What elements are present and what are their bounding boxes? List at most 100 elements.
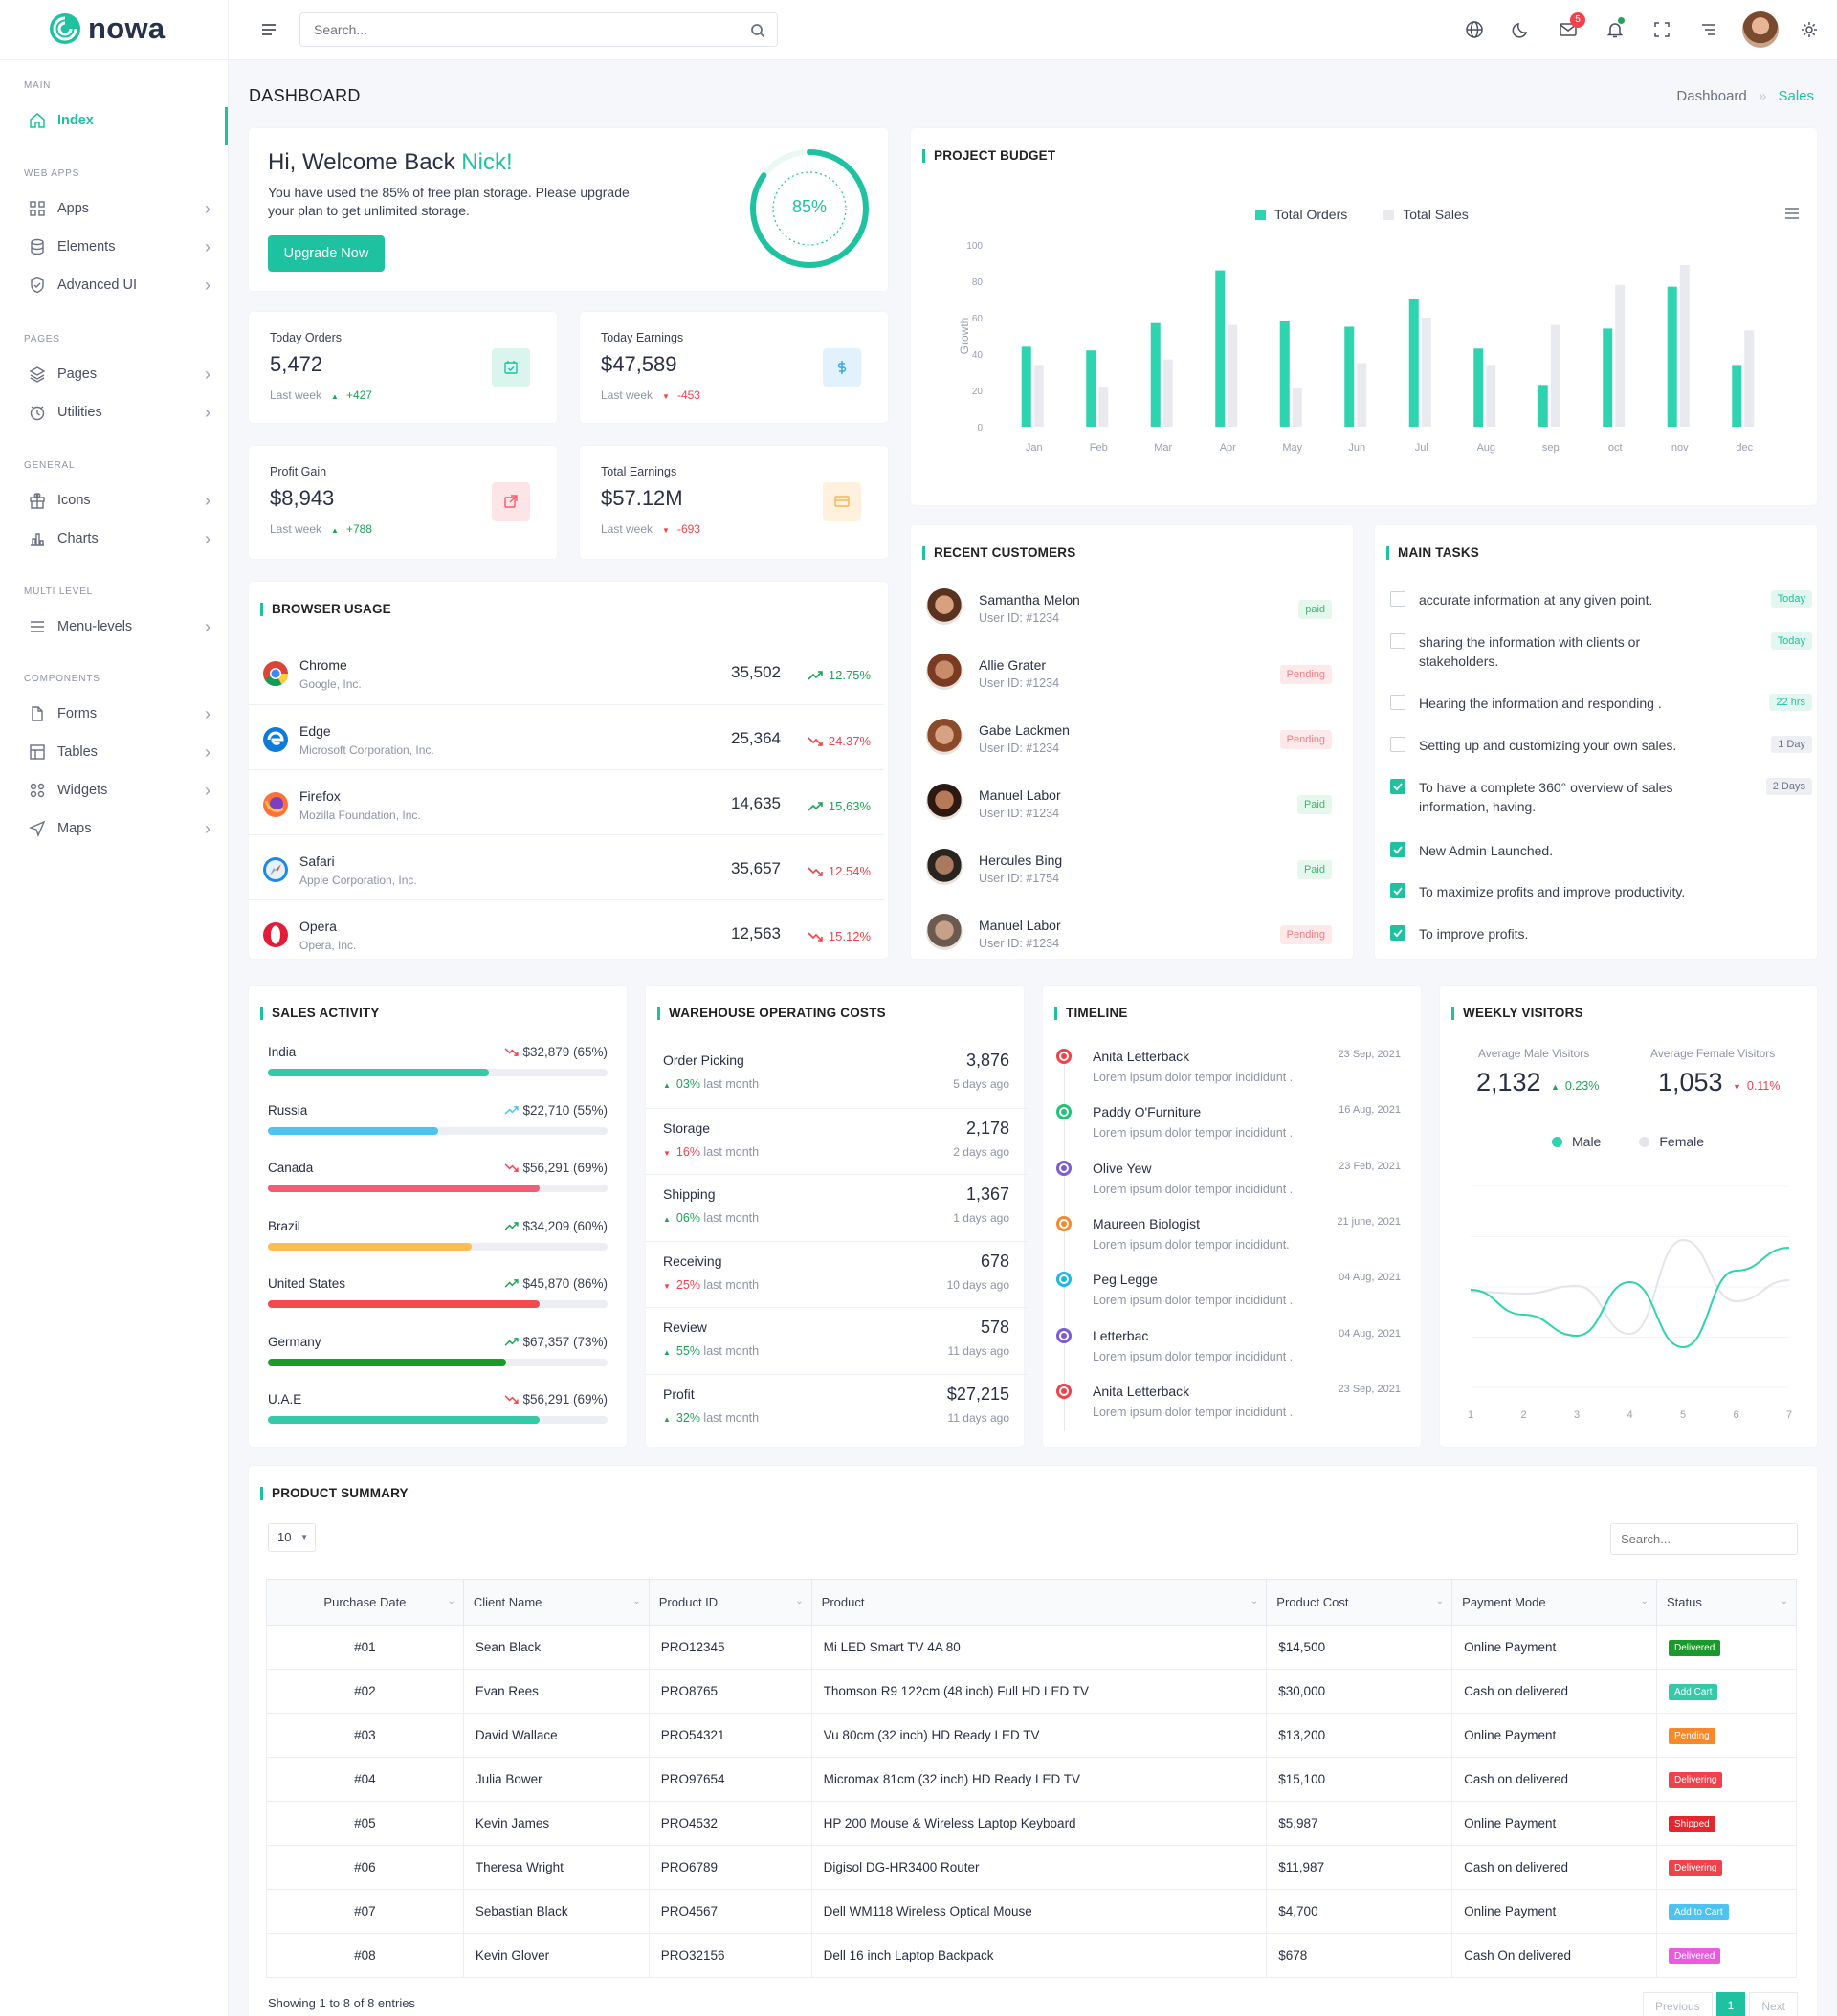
column-product-cost[interactable]: Product Cost ⌄: [1266, 1579, 1453, 1626]
storage-progress-ring: [750, 149, 869, 268]
x-tick-label: Jun: [1348, 442, 1365, 454]
sidebar-item-index[interactable]: Index: [29, 109, 210, 132]
chart-menu-icon[interactable]: [1784, 207, 1800, 220]
customer-row[interactable]: Gabe Lackmen User ID: #1234 Pending: [911, 709, 1351, 774]
cell-product-cost: $14,500: [1266, 1625, 1453, 1670]
sidebar-right-icon[interactable]: [1697, 18, 1720, 41]
column-purchase-date[interactable]: Purchase Date ⌄: [266, 1579, 464, 1626]
table-row[interactable]: #01 Sean Black PRO12345 Mi LED Smart TV 4A …: [266, 1625, 1797, 1670]
table-row[interactable]: #04 Julia Bower PRO97654 Micromax 81cm (32 …: [266, 1757, 1797, 1802]
customer-row[interactable]: Allie Grater User ID: #1234 Pending: [911, 644, 1351, 709]
timeline-date: 16 Aug, 2021: [1339, 1104, 1401, 1117]
legend-male[interactable]: Male: [1552, 1134, 1601, 1149]
moon-icon[interactable]: [1510, 18, 1533, 41]
sidebar-item-label: Forms: [57, 706, 98, 721]
column-product-id[interactable]: Product ID ⌄: [648, 1579, 812, 1626]
sidebar-item-pages[interactable]: Pages ›: [29, 363, 210, 386]
trending-up-icon: [808, 670, 823, 681]
caret-down-icon: ▼: [663, 1148, 671, 1158]
timeline-item: Peg Legge Lorem ipsum dolor tempor incidi…: [1043, 1264, 1416, 1319]
sidebar-item-advanced-ui[interactable]: Advanced UI ›: [29, 274, 210, 297]
sidebar-item-charts[interactable]: Charts ›: [29, 527, 210, 550]
column-product[interactable]: Product ⌄: [810, 1579, 1268, 1626]
sidebar-item-maps[interactable]: Maps ›: [29, 817, 210, 840]
sidebar-item-forms[interactable]: Forms ›: [29, 702, 210, 725]
column-payment-mode[interactable]: Payment Mode ⌄: [1451, 1579, 1658, 1626]
table-search[interactable]: [1610, 1523, 1798, 1555]
caret-down-icon: ▼: [662, 392, 670, 401]
table-row[interactable]: #02 Evan Rees PRO8765 Thomson R9 122cm (48 …: [266, 1669, 1797, 1714]
stat-period: Last week: [601, 522, 653, 536]
table-row[interactable]: #07 Sebastian Black PRO4567 Dell WM118 Wire…: [266, 1889, 1797, 1934]
browser-value: 12,563: [731, 924, 781, 942]
table-row[interactable]: #05 Kevin James PRO4532 HP 200 Mouse & Wire…: [266, 1801, 1797, 1846]
chevron-right-icon: ›: [205, 780, 210, 800]
timeline-date: 21 june, 2021: [1337, 1215, 1401, 1228]
search-icon[interactable]: [750, 23, 765, 38]
column-client-name[interactable]: Client Name ⌄: [462, 1579, 650, 1626]
pagination-prev[interactable]: Previous: [1642, 1992, 1713, 2016]
weekly-visitors-chart: 1 2 3 4 5 6 7: [1468, 1185, 1792, 1421]
customer-row[interactable]: Samantha Melon User ID: #1234 paid: [911, 579, 1351, 644]
table-search-input[interactable]: [1621, 1532, 1783, 1546]
sidebar-item-tables[interactable]: Tables ›: [29, 741, 210, 764]
sidebar-item-menu-levels[interactable]: Menu-levels ›: [29, 615, 210, 638]
task-checkbox[interactable]: [1390, 695, 1405, 710]
bar-total-sales-apr: [1228, 324, 1238, 427]
sidebar-item-label: Tables: [57, 744, 98, 760]
sidebar-item-elements[interactable]: Elements ›: [29, 235, 210, 258]
brand-logo[interactable]: nowa: [48, 10, 165, 48]
legend-total-orders[interactable]: Total Orders: [1255, 207, 1347, 222]
customer-row[interactable]: Manuel Labor User ID: #1234 Paid: [911, 774, 1351, 839]
cell-text: Micromax 81cm (32 inch) HD Ready LED TV: [823, 1772, 1081, 1786]
header-search[interactable]: [299, 12, 778, 47]
task-checkbox[interactable]: [1390, 925, 1405, 941]
legend-total-sales[interactable]: Total Sales: [1383, 207, 1469, 222]
pagination-page-1[interactable]: 1: [1715, 1992, 1746, 2016]
cell-text: PRO4567: [660, 1904, 719, 1918]
task-checkbox[interactable]: [1390, 633, 1405, 649]
cell-status: Shipped: [1656, 1801, 1797, 1846]
legend-female[interactable]: Female: [1639, 1134, 1704, 1149]
table-row[interactable]: #03 David Wallace PRO54321 Vu 80cm (32 inch…: [266, 1713, 1797, 1758]
mail-icon[interactable]: 5: [1557, 12, 1585, 41]
cell-product-cost: $11,987: [1266, 1845, 1453, 1890]
sort-icon: ⌄: [1435, 1596, 1445, 1606]
task-checkbox[interactable]: [1390, 779, 1405, 794]
pagination-next[interactable]: Next: [1749, 1992, 1798, 2016]
fullscreen-icon[interactable]: [1650, 18, 1673, 41]
table-row[interactable]: #06 Theresa Wright PRO6789 Digisol DG-HR340…: [266, 1845, 1797, 1890]
globe-icon[interactable]: [1463, 18, 1486, 41]
task-checkbox[interactable]: [1390, 737, 1405, 752]
sidebar-item-utilities[interactable]: Utilities ›: [29, 401, 210, 424]
sidebar-item-label: Apps: [57, 201, 90, 216]
caret-up-icon: ▲: [663, 1414, 671, 1424]
warehouse-row-review: Review ▲ 55% last month 578 11 days ago: [646, 1307, 1029, 1373]
warehouse-item-name: Shipping: [663, 1186, 716, 1202]
table-row[interactable]: #08 Kevin Glover PRO32156 Dell 16 inch Lapt…: [266, 1933, 1797, 1978]
task-checkbox[interactable]: [1390, 591, 1405, 607]
page-size-select[interactable]: 10 ▼: [268, 1523, 316, 1552]
customer-row[interactable]: Hercules Bing User ID: #1754 Paid: [911, 839, 1351, 904]
pagination: Previous 1 Next: [1642, 1992, 1798, 2016]
stat-value: $8,943: [270, 486, 335, 510]
customer-row[interactable]: Manuel Labor User ID: #1234 Pending: [911, 904, 1351, 969]
settings-gear-icon[interactable]: [1798, 18, 1821, 41]
user-avatar[interactable]: [1742, 11, 1779, 48]
task-text: To have a complete 360° overview of sale…: [1419, 780, 1673, 814]
trending-down-icon: [808, 866, 823, 877]
upgrade-now-button[interactable]: Upgrade Now: [268, 235, 385, 272]
search-input[interactable]: [314, 22, 716, 37]
timeline-dot-icon: [1056, 1104, 1072, 1120]
column-status[interactable]: Status ⌄: [1656, 1579, 1797, 1626]
task-checkbox[interactable]: [1390, 842, 1405, 857]
task-checkbox[interactable]: [1390, 883, 1405, 898]
bell-icon[interactable]: [1604, 17, 1627, 41]
menu-toggle-icon[interactable]: [257, 18, 280, 41]
sidebar-item-icons[interactable]: Icons ›: [29, 489, 210, 512]
task-text: accurate information at any given point.: [1419, 592, 1653, 608]
sidebar-item-apps[interactable]: Apps ›: [29, 197, 210, 220]
sales-value-text: $22,710 (55%): [522, 1102, 608, 1118]
sidebar-item-widgets[interactable]: Widgets ›: [29, 779, 210, 802]
breadcrumb-dashboard[interactable]: Dashboard: [1676, 88, 1747, 104]
